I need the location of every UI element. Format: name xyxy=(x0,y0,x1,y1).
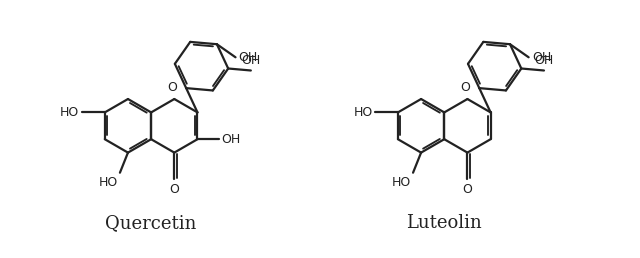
Text: O: O xyxy=(170,183,179,196)
Text: OH: OH xyxy=(221,133,241,146)
Text: HO: HO xyxy=(353,106,372,119)
Text: OH: OH xyxy=(241,54,260,67)
Text: O: O xyxy=(463,183,472,196)
Text: OH: OH xyxy=(239,51,258,64)
Text: O: O xyxy=(167,81,177,94)
Text: HO: HO xyxy=(392,176,411,189)
Text: Luteolin: Luteolin xyxy=(406,214,482,232)
Text: HO: HO xyxy=(60,106,79,119)
Text: OH: OH xyxy=(532,51,551,64)
Text: OH: OH xyxy=(534,54,554,67)
Text: O: O xyxy=(460,81,470,94)
Text: Quercetin: Quercetin xyxy=(106,214,197,232)
Text: HO: HO xyxy=(99,176,118,189)
